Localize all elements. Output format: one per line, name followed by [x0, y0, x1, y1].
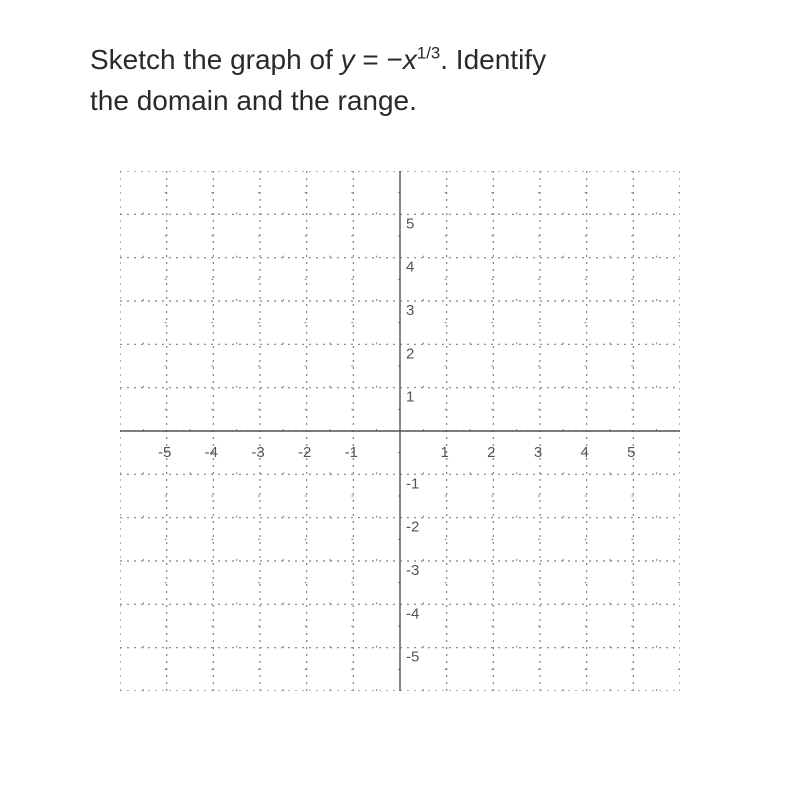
prompt-text-2: . Identify [440, 44, 546, 75]
svg-text:-3: -3 [251, 444, 264, 461]
svg-text:-2: -2 [298, 444, 311, 461]
grid-svg: -5 -4 -3 -2 -1 1 2 3 4 5 1 2 3 4 5 -1 -2 -3 -4 -5 [120, 171, 680, 691]
svg-text:1: 1 [440, 444, 448, 461]
prompt-text-1: Sketch the graph of [90, 44, 341, 75]
svg-text:2: 2 [406, 346, 414, 363]
svg-text:3: 3 [406, 302, 414, 319]
function-exp: 1/3 [417, 44, 440, 63]
neg-sign: − [387, 44, 403, 75]
function-var: x [403, 44, 417, 75]
svg-text:-1: -1 [406, 476, 419, 493]
coordinate-grid: -5 -4 -3 -2 -1 1 2 3 4 5 1 2 3 4 5 -1 -2 -3 -4 -5 [120, 171, 680, 691]
svg-text:2: 2 [487, 444, 495, 461]
svg-text:4: 4 [580, 444, 588, 461]
svg-text:5: 5 [627, 444, 635, 461]
prompt-text-3: the domain and the range. [90, 85, 417, 116]
svg-text:-4: -4 [406, 606, 419, 623]
svg-text:5: 5 [406, 216, 414, 233]
svg-text:-4: -4 [205, 444, 218, 461]
problem-prompt: Sketch the graph of y = −x1/3. Identify … [90, 40, 710, 121]
svg-text:-2: -2 [406, 519, 419, 536]
function-lhs: y [341, 44, 355, 75]
svg-text:-1: -1 [345, 444, 358, 461]
svg-text:-3: -3 [406, 562, 419, 579]
svg-text:4: 4 [406, 259, 414, 276]
svg-text:-5: -5 [406, 649, 419, 666]
equals: = [355, 44, 387, 75]
svg-text:1: 1 [406, 389, 414, 406]
svg-text:-5: -5 [158, 444, 171, 461]
svg-text:3: 3 [534, 444, 542, 461]
